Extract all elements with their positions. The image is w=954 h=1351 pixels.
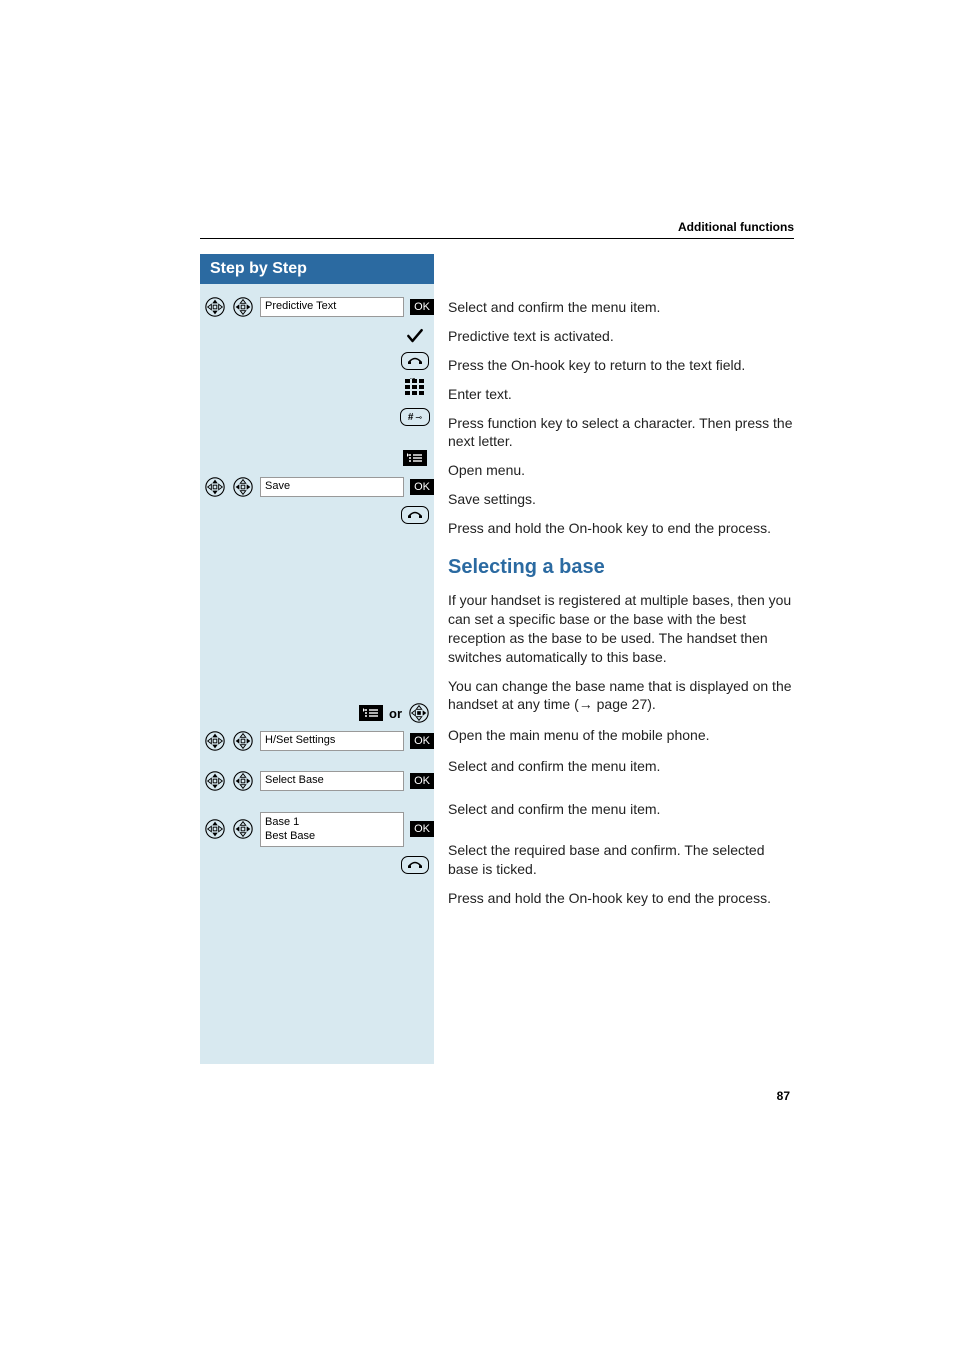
menu-icon: [359, 705, 383, 721]
step-row-onhook-3: [400, 856, 430, 874]
on-hook-key-icon: [401, 856, 429, 874]
menu-item-label: H/Set Settings: [260, 731, 404, 750]
body-text: Select and confirm the menu item.: [448, 800, 794, 819]
body-text-span: ).: [647, 696, 656, 712]
nav-center-icon: [408, 702, 430, 724]
checkmark-icon: [405, 326, 425, 346]
step-by-step-column: Step by Step Predictive Text OK #⊸: [200, 254, 434, 1064]
step-row-check: [400, 326, 430, 346]
step-row-open-main-menu: or: [200, 702, 434, 724]
menu-item-label: Predictive Text: [260, 297, 404, 316]
nav-up-down-icon: [204, 770, 226, 792]
step-row-save: Save OK: [200, 476, 434, 498]
body-text: Press function key to select a character…: [448, 414, 794, 452]
on-hook-key-icon: [401, 352, 429, 370]
step-row-menu: [400, 450, 430, 466]
nav-up-down-icon: [204, 296, 226, 318]
step-row-hashkey: #⊸: [400, 408, 430, 426]
ok-badge: OK: [410, 299, 434, 315]
or-text: or: [389, 706, 402, 721]
body-paragraph: You can change the base name that is dis…: [448, 677, 794, 715]
body-text: Select the required base and confirm. Th…: [448, 841, 794, 879]
body-text: Open menu.: [448, 461, 794, 480]
body-text: Press and hold the On-hook key to end th…: [448, 519, 794, 538]
nav-up-down-icon: [204, 818, 226, 840]
section-title-selecting-base: Selecting a base: [448, 556, 794, 579]
body-text: Open the main menu of the mobile phone.: [448, 726, 794, 745]
step-row-onhook: [400, 352, 430, 370]
nav-left-right-icon: [232, 730, 254, 752]
body-text: Press and hold the On-hook key to end th…: [448, 889, 794, 908]
body-text: Select and confirm the menu item.: [448, 298, 794, 317]
menu-item-label: Select Base: [260, 771, 404, 790]
nav-up-down-icon: [204, 476, 226, 498]
body-text: Predictive text is activated.: [448, 327, 794, 346]
body-text: Save settings.: [448, 490, 794, 509]
running-header: Additional functions: [678, 220, 794, 234]
nav-left-right-icon: [232, 296, 254, 318]
step-row-keypad: [400, 378, 430, 398]
step-by-step-title: Step by Step: [200, 254, 434, 284]
ok-badge: OK: [410, 479, 434, 495]
step-row-onhook-2: [400, 506, 430, 524]
step-row-hset-settings: H/Set Settings OK: [200, 730, 434, 752]
header-rule: [200, 238, 794, 239]
ok-badge: OK: [410, 733, 434, 749]
nav-left-right-icon: [232, 818, 254, 840]
step-row-predictive-text: Predictive Text OK: [200, 296, 434, 318]
on-hook-key-icon: [401, 506, 429, 524]
ok-badge: OK: [410, 773, 434, 789]
menu-item-line2: Best Base: [265, 829, 399, 843]
body-paragraph: If your handset is registered at multipl…: [448, 591, 794, 667]
body-text: Select and confirm the menu item.: [448, 757, 794, 776]
body-column: Select and confirm the menu item. Predic…: [448, 254, 794, 908]
menu-item-label-2line: Base 1 Best Base: [260, 812, 404, 847]
step-row-select-base: Select Base OK: [200, 770, 434, 792]
nav-left-right-icon: [232, 476, 254, 498]
menu-item-label: Save: [260, 477, 404, 496]
keypad-icon: [404, 378, 426, 398]
nav-up-down-icon: [204, 730, 226, 752]
page-number: 87: [777, 1089, 790, 1103]
body-text: Enter text.: [448, 385, 794, 404]
body-text: Press the On-hook key to return to the t…: [448, 356, 794, 375]
nav-left-right-icon: [232, 770, 254, 792]
menu-icon: [403, 450, 427, 466]
step-row-base1: Base 1 Best Base OK: [200, 812, 434, 847]
menu-item-line1: Base 1: [265, 815, 399, 829]
hash-key-icon: #⊸: [400, 408, 430, 426]
ok-badge: OK: [410, 821, 434, 837]
page-xref[interactable]: → page 27: [579, 696, 648, 712]
